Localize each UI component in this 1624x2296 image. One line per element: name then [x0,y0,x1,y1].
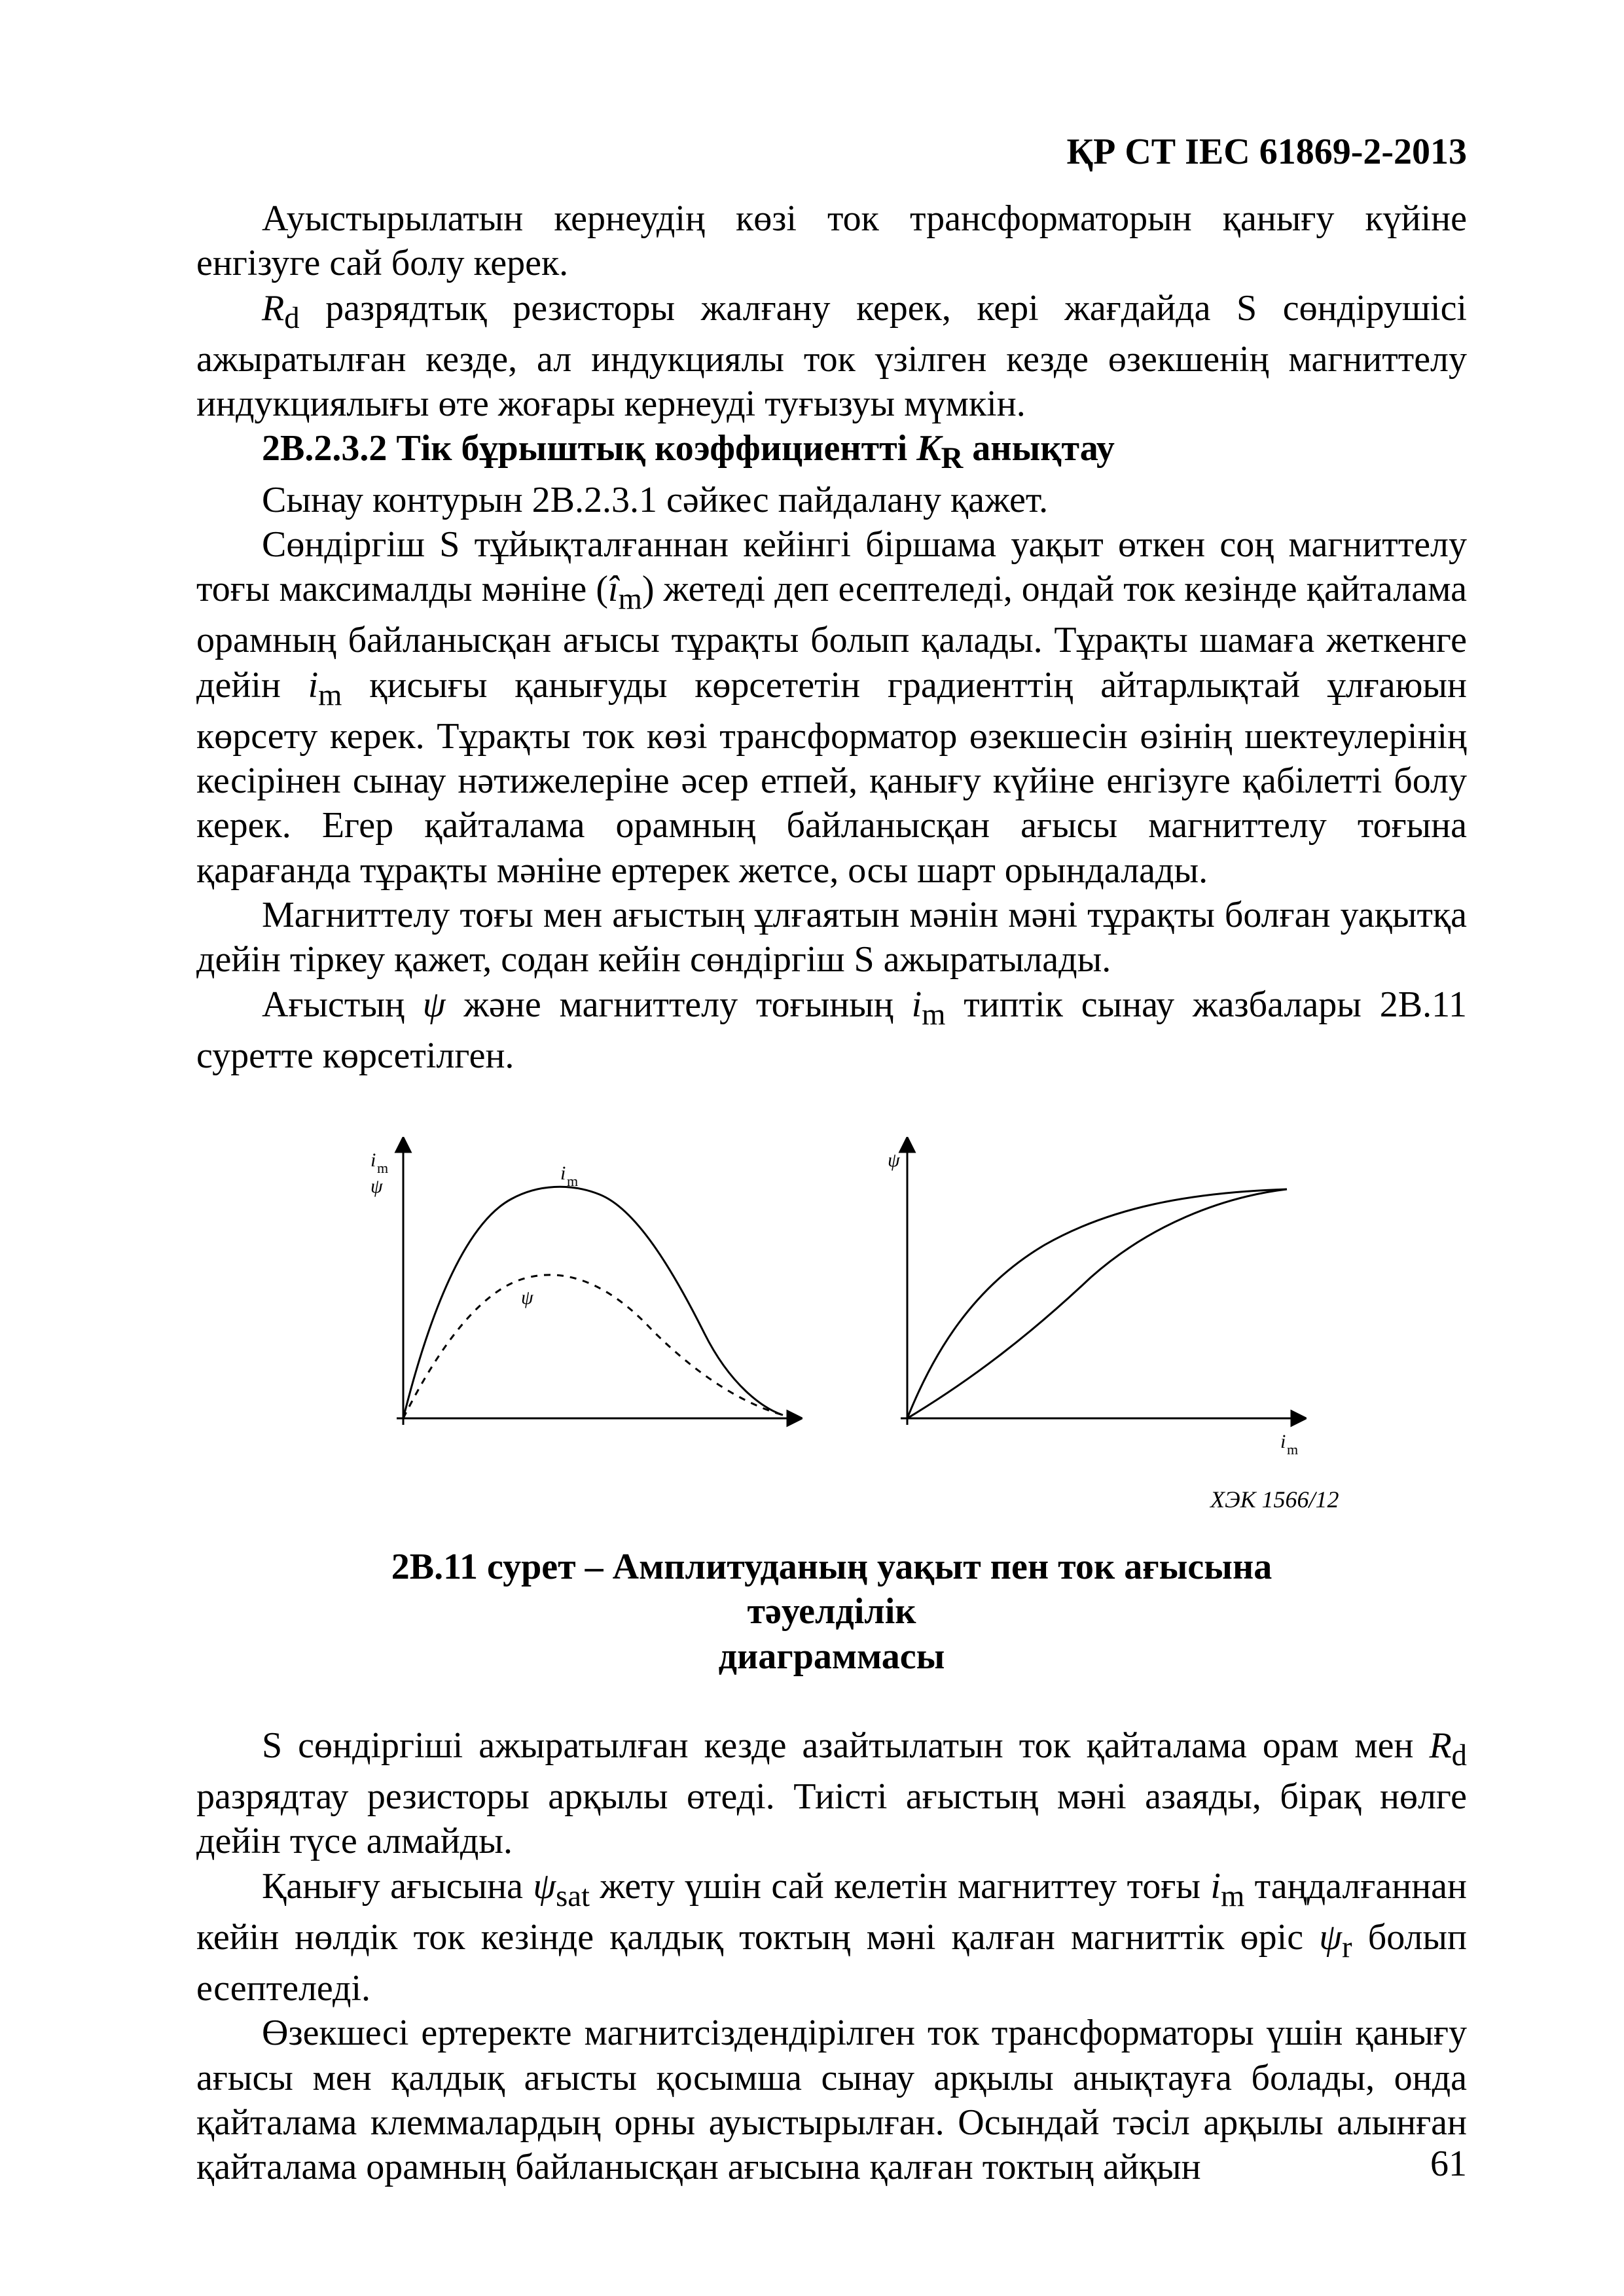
p7-b: разрядтау резисторы арқылы өтеді. Тиісті… [196,1776,1467,1861]
paragraph-2: Rd разрядтық резисторы жалғану керек, ке… [196,286,1467,427]
left-ylabel-psi: ψ [370,1175,384,1197]
paragraph-9: Өзекшесі ертеректе магнитсіздендірілген … [196,2011,1467,2189]
paragraph-3: Сынау контурын 2B.2.3.1 сәйкес пайдалану… [196,478,1467,522]
paragraph-7: S сөндіргіші ажыратылған кезде азайтылат… [196,1723,1467,1864]
p8-isub: m [1221,1879,1244,1913]
page-number: 61 [1430,2143,1467,2185]
figure-caption-line1: 2В.11 сурет – Амплитуданың уақыт пен ток… [391,1547,1272,1632]
var-rd-sub: d [284,301,299,335]
figure-2b11: i m ψ i m ψ [325,1137,1339,1679]
p4-isym: î [608,569,619,609]
p6-isub: m [922,997,945,1031]
right-inner-curve [907,1189,1287,1418]
figure-left-panel: i m ψ i m ψ [357,1137,803,1480]
figure-reference: ХЭК 1566/12 [325,1486,1339,1513]
document-code: ҚР СТ IEC 61869-2-2013 [196,131,1467,173]
p8-psi2: ψ [1319,1917,1342,1958]
p8-a: Қанығу ағысына [262,1866,533,1907]
right-xlabel-sub: m [1287,1441,1298,1458]
p4-isub: m [619,582,642,616]
heading-post: анықтау [963,428,1115,469]
p8-psisub: sat [556,1879,590,1913]
left-ylabel-im-i: i [370,1149,376,1171]
right-xlabel-i: i [1280,1431,1286,1452]
p4-i2sub: m [318,678,342,712]
p8-psi: ψ [533,1866,556,1907]
p6-b: және магниттелу тоғының [446,984,912,1025]
figure-caption-line2: диаграммасы [719,1636,945,1677]
paragraph-1: Ауыстырылатын кернеудің көзі ток трансфо… [196,196,1467,286]
right-ylabel-psi: ψ [888,1149,901,1171]
figure-caption: 2В.11 сурет – Амплитуданың уақыт пен ток… [325,1545,1339,1679]
p8-b: жету үшін сай келетін магниттеу тоғы [590,1866,1210,1907]
left-curve-label-i: i [560,1162,566,1184]
paragraph-6: Ағыстың ψ және магниттелу тоғының im тип… [196,982,1467,1078]
heading-kr-k: K [916,428,941,469]
figure-right-svg: ψ i m [861,1137,1307,1477]
paragraph-4: Сөндіргіш S тұйықталғаннан кейінгі бірша… [196,522,1467,893]
p8-psi2sub: r [1342,1930,1352,1964]
left-solid-curve [403,1187,783,1418]
p8-i: i [1210,1866,1221,1907]
p4-i2: i [308,665,319,706]
p7-rsub: d [1452,1738,1467,1772]
heading-kr-r: R [941,442,964,476]
figure-right-panel: ψ i m [861,1137,1307,1480]
paragraph-5: Магниттелу тоғы мен ағыстың ұлғаятын мән… [196,893,1467,982]
p7-a: S сөндіргіші ажыратылған кезде азайтылат… [262,1725,1429,1766]
right-outer-curve [907,1189,1287,1418]
p6-a: Ағыстың [262,984,423,1025]
p6-i: i [912,984,922,1025]
paragraph-2-rest: разрядтық резисторы жалғану керек, кері … [196,288,1467,424]
p6-psi: ψ [423,984,446,1025]
heading-pre: 2B.2.3.2 Тік бұрыштық коэффициентті [262,428,916,469]
section-heading: 2B.2.3.2 Тік бұрыштық коэффициентті KR а… [196,426,1467,477]
left-dashed-curve [403,1275,783,1418]
paragraph-8: Қанығу ағысына ψsat жету үшін сай келеті… [196,1864,1467,2011]
p7-r: R [1429,1725,1451,1766]
left-psi-label: ψ [521,1287,534,1308]
left-ylabel-im-sub: m [377,1160,388,1176]
var-rd-r: R [262,288,284,329]
p4-c: қисығы қанығуды көрсететін градиенттің а… [196,665,1467,891]
figure-left-svg: i m ψ i m ψ [357,1137,803,1477]
